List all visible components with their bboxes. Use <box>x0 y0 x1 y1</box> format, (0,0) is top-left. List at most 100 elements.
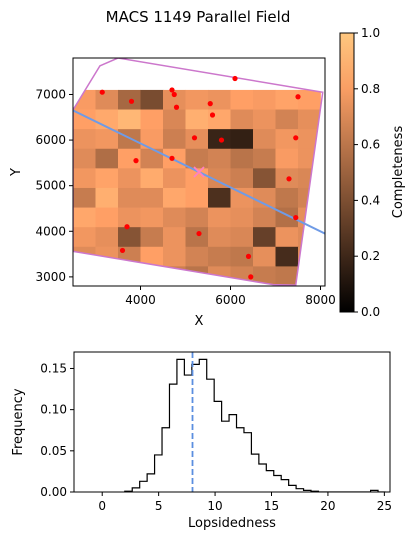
data-point <box>169 155 175 161</box>
heatmap-cell <box>253 168 276 189</box>
heatmap-cell <box>275 89 299 110</box>
y-tick-label: 3000 <box>35 270 66 284</box>
colorbar-tick-label: 0.6 <box>361 138 380 152</box>
heatmap-cell <box>208 168 231 189</box>
heatmap-cell <box>185 109 209 130</box>
hist-y-tick-label: 0.15 <box>40 361 67 375</box>
heatmap-cell <box>230 246 254 267</box>
colorbar-tick-label: 0.0 <box>361 305 380 319</box>
heatmap-cell <box>73 168 96 189</box>
hist-x-tick-label: 20 <box>320 499 335 513</box>
histogram-axes-ticks: 0 5 10 15 20 25 0.00 0.05 0.10 0.15 <box>40 361 392 513</box>
heatmap-cell <box>275 266 299 286</box>
heatmap-frame <box>72 57 326 287</box>
hist-x-tick-label: 0 <box>98 499 106 513</box>
hist-x-tick-label: 25 <box>377 499 392 513</box>
data-point <box>99 89 105 95</box>
heatmap-cell <box>208 207 231 228</box>
heatmap-cell <box>230 168 254 189</box>
heatmap-cell <box>163 89 186 110</box>
data-point <box>196 230 202 237</box>
heatmap-cell <box>230 148 254 169</box>
colorbar: 0.0 0.2 0.4 0.6 0.8 1.0 Completeness <box>339 26 406 319</box>
heatmap-cell <box>95 168 119 189</box>
heatmap-chart: MACS 1149 Parallel Field 4000 6000 8000 300… <box>9 8 336 329</box>
heatmap-cell <box>253 227 276 248</box>
data-point <box>248 274 254 280</box>
heatmap-cell <box>185 207 209 228</box>
heatmap-cell <box>73 207 96 228</box>
heatmap-cell <box>253 148 276 169</box>
data-point <box>293 135 299 141</box>
y-tick-label: 4000 <box>35 224 66 238</box>
heatmap-cell <box>118 227 141 248</box>
heatmap-cell <box>275 227 299 248</box>
heatmap-cell <box>95 89 119 110</box>
heatmap-cell <box>275 187 299 208</box>
heatmap-cell <box>275 246 299 267</box>
heatmap-cell <box>185 89 209 110</box>
heatmap-cell <box>118 109 141 130</box>
colorbar-tick-label: 0.8 <box>361 82 380 96</box>
heatmap-cell <box>208 148 231 169</box>
histogram-plot <box>124 352 386 492</box>
heatmap-cell <box>163 129 186 150</box>
heatmap-cell <box>208 89 231 110</box>
data-point <box>209 112 216 118</box>
heatmap-cell <box>163 207 186 228</box>
heatmap-cell <box>163 187 186 208</box>
heatmap-cell <box>140 246 164 267</box>
x-tick-label: 8000 <box>305 293 336 307</box>
footprint-outline <box>73 58 324 286</box>
heatmap-cell <box>230 129 254 150</box>
heatmap-cell <box>163 246 186 267</box>
y-tick-label: 7000 <box>35 87 66 101</box>
heatmap-cell <box>275 129 299 150</box>
histogram-x-axis-label: Lopsidedness <box>188 516 276 531</box>
heatmap-cell <box>73 187 96 208</box>
x-tick-label: 6000 <box>215 293 246 307</box>
x-axis-label: X <box>195 314 204 329</box>
data-point <box>295 94 301 100</box>
heatmap-cell <box>140 109 164 130</box>
hist-x-tick-label: 5 <box>155 499 163 513</box>
x-tick-label: 4000 <box>125 293 156 307</box>
data-point <box>191 135 198 141</box>
heatmap-cell <box>298 89 321 110</box>
colorbar-ticks: 0.0 0.2 0.4 0.6 0.8 1.0 <box>354 26 380 319</box>
heatmap-cell <box>95 187 119 208</box>
colorbar-tick-label: 0.2 <box>361 249 380 263</box>
heatmap-cell <box>275 148 299 169</box>
heatmap-cell <box>140 89 164 110</box>
heatmap-cell <box>253 187 276 208</box>
heatmap-cell <box>118 148 141 169</box>
data-point <box>293 215 299 221</box>
heatmap-cell <box>140 227 164 248</box>
heatmap-cell <box>185 148 209 169</box>
heatmap-cell <box>230 89 254 110</box>
heatmap-cell <box>95 148 119 169</box>
heatmap-cell <box>185 187 209 208</box>
heatmap-cell <box>253 89 276 110</box>
heatmap-cell <box>230 207 254 228</box>
heatmap-cell <box>230 227 254 248</box>
heatmap-cell <box>298 109 321 130</box>
heatmap-cell <box>118 168 141 189</box>
data-point <box>286 176 292 182</box>
histogram-frame <box>73 351 391 493</box>
colorbar-label: Completeness <box>391 126 406 219</box>
heatmap-cell <box>118 207 141 228</box>
y-tick-label: 5000 <box>35 179 66 193</box>
heatmap-cell <box>208 187 231 208</box>
heatmap-cell <box>230 187 254 208</box>
colorbar-tick-label: 1.0 <box>361 26 380 40</box>
histogram-y-axis-label: Frequency <box>11 388 26 455</box>
hist-x-tick-label: 15 <box>264 499 279 513</box>
data-point <box>119 247 126 254</box>
hist-y-tick-label: 0.05 <box>40 444 67 458</box>
heatmap-cell <box>140 129 164 150</box>
heatmap-cell <box>73 129 96 150</box>
heatmap-cell <box>95 227 119 248</box>
footprint-mask <box>73 58 325 286</box>
